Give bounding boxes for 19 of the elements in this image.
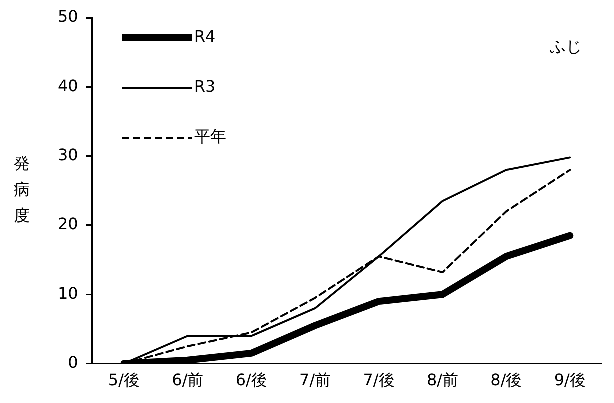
y-axis-title: 発病度 xyxy=(14,154,30,226)
y-tick-label: 30 xyxy=(58,145,78,164)
x-tick-label: 6/前 xyxy=(172,370,204,390)
y-tick-label: 20 xyxy=(58,214,78,234)
legend-label: R4 xyxy=(194,27,216,46)
x-tick-label: 7/後 xyxy=(363,370,395,390)
annotation: ふじ xyxy=(549,37,582,56)
x-tick-label: 6/後 xyxy=(236,370,268,390)
y-tick-label: 50 xyxy=(58,7,78,26)
y-tick-label: 0 xyxy=(68,352,78,372)
x-tick-label: 9/後 xyxy=(554,370,586,390)
y-tick-label: 10 xyxy=(58,284,78,303)
x-tick-label: 8/前 xyxy=(426,370,459,390)
legend-label: 平年 xyxy=(194,127,226,146)
x-tick-label: 5/後 xyxy=(108,370,140,390)
x-tick-label: 7/前 xyxy=(300,370,332,390)
legend-label: R3 xyxy=(194,77,216,96)
y-tick-label: 40 xyxy=(58,76,78,96)
x-tick-label: 8/後 xyxy=(490,370,522,390)
